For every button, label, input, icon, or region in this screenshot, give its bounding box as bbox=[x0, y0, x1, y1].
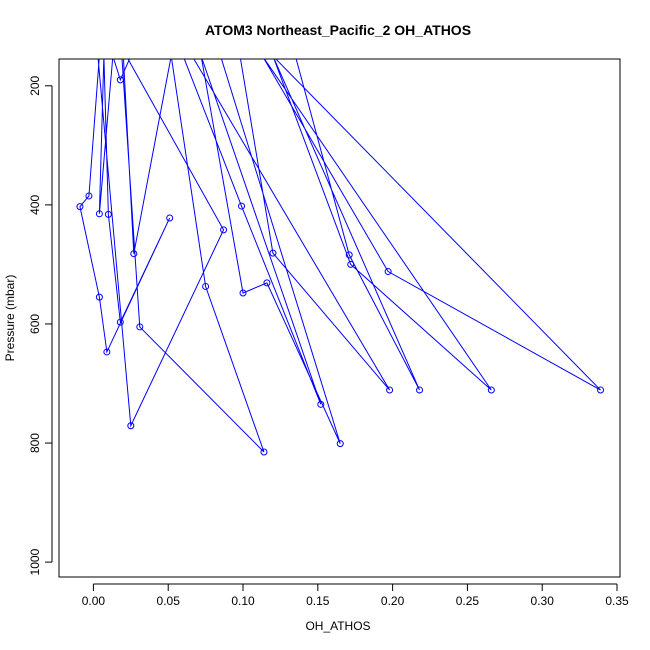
data-point bbox=[166, 214, 174, 222]
data-point bbox=[347, 260, 355, 268]
data-point bbox=[202, 282, 210, 290]
plot-frame bbox=[58, 58, 621, 578]
x-axis: 0.00 0.05 0.10 0.15 0.20 0.25 0.30 0.35 bbox=[82, 583, 629, 608]
data-point bbox=[336, 440, 344, 448]
data-point bbox=[95, 293, 103, 301]
y-axis-label: Pressure (mbar) bbox=[3, 275, 17, 362]
data-point bbox=[136, 323, 144, 331]
x-tick-label: 0.00 bbox=[82, 594, 106, 608]
data-point bbox=[95, 210, 103, 218]
data-point bbox=[597, 386, 605, 394]
x-tick-label: 0.25 bbox=[456, 594, 480, 608]
x-tick-label: 0.35 bbox=[605, 594, 629, 608]
x-tick-label: 0.20 bbox=[381, 594, 405, 608]
data-point bbox=[76, 203, 84, 211]
y-tick-label: 1000 bbox=[28, 548, 42, 575]
data-point bbox=[384, 268, 392, 276]
data-point bbox=[116, 318, 124, 326]
data-point bbox=[85, 192, 93, 200]
x-tick-label: 0.15 bbox=[306, 594, 330, 608]
series-line bbox=[79, 59, 601, 453]
data-point bbox=[127, 422, 135, 430]
data-point bbox=[317, 400, 325, 408]
x-tick-label: 0.05 bbox=[157, 594, 181, 608]
y-tick-label: 600 bbox=[28, 314, 42, 334]
y-tick-label: 400 bbox=[28, 195, 42, 215]
data-point bbox=[416, 386, 424, 394]
data-point bbox=[104, 210, 112, 218]
data-point bbox=[130, 250, 138, 258]
data-point bbox=[103, 348, 111, 356]
data-point bbox=[345, 251, 353, 259]
data-point bbox=[116, 76, 124, 84]
x-axis-label: OH_ATHOS bbox=[305, 619, 370, 633]
chart-title: ATOM3 Northeast_Pacific_2 OH_ATHOS bbox=[205, 22, 471, 38]
data-point bbox=[263, 279, 271, 287]
data-point bbox=[487, 386, 495, 394]
y-tick-label: 800 bbox=[28, 433, 42, 453]
plot-area bbox=[79, 59, 601, 453]
x-tick-label: 0.30 bbox=[531, 594, 555, 608]
y-tick-label: 200 bbox=[28, 75, 42, 95]
x-tick-label: 0.10 bbox=[231, 594, 255, 608]
data-point bbox=[239, 289, 247, 297]
data-point bbox=[386, 386, 394, 394]
data-point bbox=[220, 226, 228, 234]
data-point bbox=[238, 202, 246, 210]
y-axis: 200 400 600 800 1000 bbox=[28, 75, 53, 575]
data-point bbox=[260, 448, 268, 456]
data-markers bbox=[76, 76, 605, 456]
data-point bbox=[269, 249, 277, 257]
